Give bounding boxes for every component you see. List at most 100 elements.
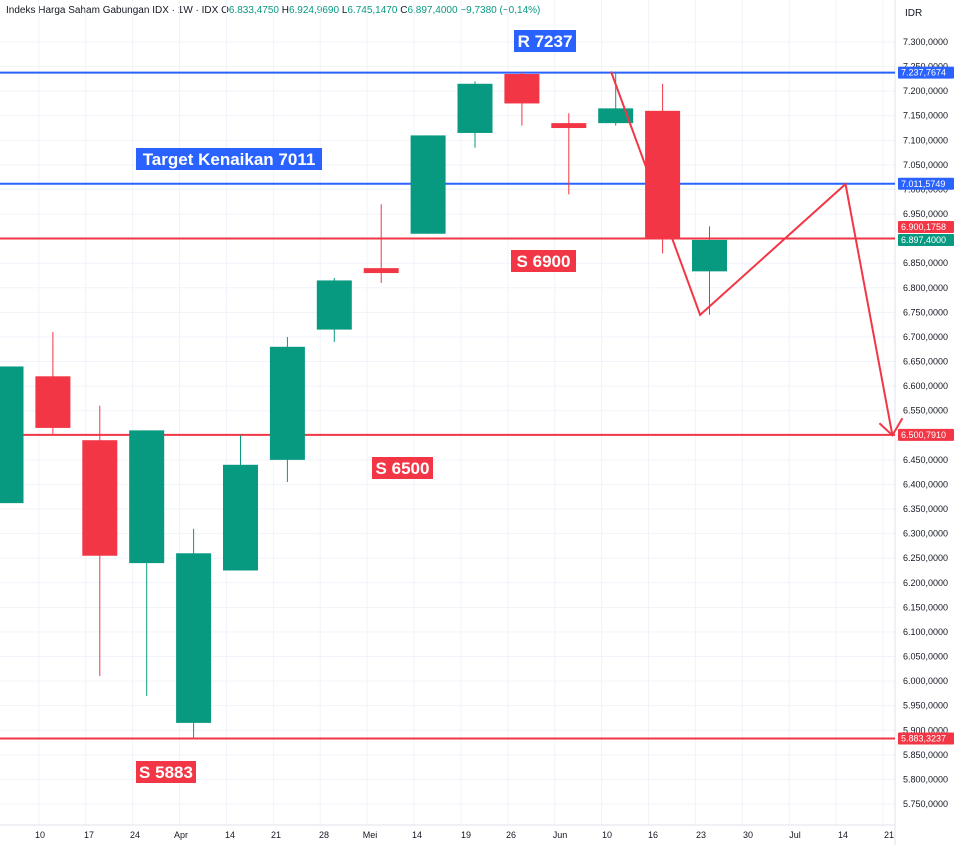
- x-tick-label: 28: [319, 830, 329, 840]
- open-label: O: [221, 5, 229, 16]
- annotation-text: S 6900: [517, 252, 571, 271]
- candle-body: [269, 346, 305, 460]
- candle-body: [363, 268, 399, 274]
- annotation-box: [136, 148, 322, 170]
- x-tick-label: 24: [130, 830, 140, 840]
- price-tag-bg: [898, 732, 954, 745]
- candle-body: [504, 73, 540, 104]
- price-tag-bg: [898, 177, 954, 190]
- candle: [504, 71, 540, 126]
- low-value: 6.745,1470: [347, 5, 398, 16]
- candle-body: [176, 553, 212, 723]
- y-tick-label: 6.250,0000: [903, 553, 948, 563]
- annotation-label: S 5883: [136, 761, 196, 783]
- y-tick-label: 7.300,0000: [903, 37, 948, 47]
- y-tick-label: 7.250,0000: [903, 62, 948, 72]
- candle: [363, 204, 399, 283]
- x-tick-label: 14: [225, 830, 235, 840]
- y-tick-label: 5.800,0000: [903, 774, 948, 784]
- candle-body: [223, 464, 258, 571]
- price-tag: 5.883,3237: [898, 732, 954, 745]
- open-value: 6.833,4750: [228, 5, 279, 16]
- price-tag-text: 5.883,3237: [901, 733, 946, 743]
- candle: [129, 430, 165, 696]
- x-tick-label: 21: [271, 830, 281, 840]
- candle-body: [457, 83, 493, 133]
- y-tick-label: 6.100,0000: [903, 627, 948, 637]
- x-tick-label: 23: [696, 830, 706, 840]
- x-tick-label: 10: [602, 830, 612, 840]
- x-tick-label: 14: [838, 830, 848, 840]
- y-tick-label: 6.200,0000: [903, 578, 948, 588]
- candle-body: [551, 123, 587, 129]
- y-tick-label: 6.350,0000: [903, 504, 948, 514]
- annotation-text: Target Kenaikan 7011: [143, 150, 316, 169]
- y-tick-label: 6.950,0000: [903, 209, 948, 219]
- y-tick-label: 6.050,0000: [903, 652, 948, 662]
- close-value: 6.897,4000: [407, 5, 458, 16]
- candle: [0, 366, 24, 504]
- x-tick-label: 10: [35, 830, 45, 840]
- y-tick-label: 7.050,0000: [903, 160, 948, 170]
- x-tick-label: 26: [506, 830, 516, 840]
- change-value: −9,7380 (−0,14%): [460, 5, 541, 16]
- annotation-label: Target Kenaikan 7011: [136, 148, 322, 170]
- candle: [598, 71, 634, 126]
- candle-body: [0, 366, 24, 504]
- price-tag: 7.237,7674: [898, 66, 954, 79]
- high-label: H: [281, 5, 289, 16]
- currency-label: IDR: [905, 8, 923, 19]
- candle: [176, 528, 212, 738]
- price-tag-text: 6.897,4000: [901, 235, 946, 245]
- projection-arrowhead: [878, 417, 904, 437]
- annotation-label: S 6500: [372, 457, 433, 479]
- y-tick-label: 5.750,0000: [903, 799, 948, 809]
- candle-body: [598, 108, 634, 124]
- y-tick-label: 6.800,0000: [903, 283, 948, 293]
- x-tick-label: 21: [884, 830, 894, 840]
- y-tick-label: 6.650,0000: [903, 357, 948, 367]
- candle: [410, 135, 446, 234]
- price-tag-bg: [898, 234, 954, 246]
- y-tick-label: 7.200,0000: [903, 86, 948, 96]
- candle: [316, 277, 352, 342]
- candle-body: [316, 280, 352, 330]
- candle-body: [645, 110, 681, 239]
- close-label: C: [400, 5, 408, 16]
- y-tick-label: 6.450,0000: [903, 455, 948, 465]
- annotation-text: S 5883: [139, 763, 193, 782]
- price-tag-bg: [898, 221, 954, 233]
- price-tag-text: 6.500,7910: [901, 430, 946, 440]
- y-tick-label: 6.850,0000: [903, 258, 948, 268]
- y-tick-label: 6.750,0000: [903, 307, 948, 317]
- price-tag-bg: [898, 428, 954, 441]
- annotation-text: R 7237: [518, 32, 573, 51]
- candle-body: [692, 239, 727, 272]
- price-tag-text: 6.900,1758: [901, 222, 946, 232]
- annotation-text: S 6500: [376, 459, 430, 478]
- y-tick-label: 6.700,0000: [903, 332, 948, 342]
- annotation-box: [511, 250, 576, 272]
- price-tag: 6.500,7910: [898, 428, 954, 441]
- y-tick-label: 6.000,0000: [903, 676, 948, 686]
- y-tick-label: 7.100,0000: [903, 135, 948, 145]
- candle: [35, 332, 71, 436]
- x-tick-label: 14: [412, 830, 422, 840]
- price-tag: 7.011,5749: [898, 177, 954, 190]
- projection-path: [610, 71, 894, 436]
- candle-body: [129, 430, 165, 564]
- symbol-title: Indeks Harga Saham Gabungan IDX · 1W · I…: [6, 5, 219, 16]
- x-tick-label: 30: [743, 830, 753, 840]
- candle: [457, 81, 493, 148]
- annotation-box: [514, 30, 576, 52]
- price-tag: 6.897,4000: [898, 234, 954, 246]
- low-label: L: [341, 5, 348, 16]
- price-tag-text: 7.237,7674: [901, 68, 946, 78]
- x-tick-label: 17: [84, 830, 94, 840]
- candle: [645, 83, 681, 254]
- high-value: 6.924,9690: [288, 5, 340, 16]
- y-tick-label: 5.900,0000: [903, 725, 948, 735]
- annotation-box: [136, 761, 196, 783]
- y-tick-label: 6.600,0000: [903, 381, 948, 391]
